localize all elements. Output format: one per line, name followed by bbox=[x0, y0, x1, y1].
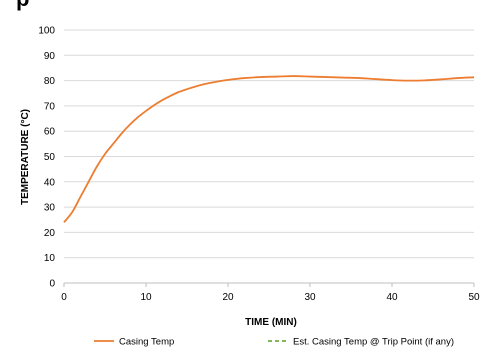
x-tick-label: 50 bbox=[468, 292, 480, 303]
x-tick-label: 0 bbox=[61, 292, 67, 303]
y-axis-label: TEMPERATURE (°C) bbox=[20, 109, 31, 205]
y-tick-label: 90 bbox=[44, 51, 56, 62]
y-tick-label: 20 bbox=[44, 228, 56, 239]
tick-labels: 0 10 20 30 40 50 60 70 80 90 100 0 10 20 30 40 50 bbox=[38, 26, 480, 304]
y-tick-label: 0 bbox=[49, 279, 55, 290]
y-tick-label: 10 bbox=[44, 253, 56, 264]
y-tick-label: 50 bbox=[44, 152, 56, 163]
x-tick-label: 30 bbox=[304, 292, 316, 303]
x-axis-label: TIME (MIN) bbox=[245, 317, 297, 328]
legend: Casing Temp Est. Casing Temp @ Trip Point… bbox=[94, 337, 454, 348]
x-tick-label: 10 bbox=[140, 292, 152, 303]
series-line-0 bbox=[63, 75, 475, 223]
x-tick-label: 40 bbox=[386, 292, 398, 303]
legend-label-0: Casing Temp bbox=[119, 337, 174, 348]
y-tick-label: 80 bbox=[44, 76, 56, 87]
y-tick-label: 70 bbox=[44, 101, 56, 112]
y-tick-label: 40 bbox=[44, 177, 56, 188]
series-lines bbox=[63, 75, 475, 223]
axes bbox=[63, 282, 475, 287]
gridlines bbox=[64, 29, 474, 259]
y-tick-label: 60 bbox=[44, 127, 56, 138]
y-tick-label: 100 bbox=[38, 26, 55, 37]
chart-title-fragment: p bbox=[16, 0, 29, 12]
x-tick-label: 20 bbox=[222, 292, 234, 303]
legend-label-1: Est. Casing Temp @ Trip Point (if any) bbox=[293, 337, 454, 348]
y-tick-label: 30 bbox=[44, 203, 56, 214]
